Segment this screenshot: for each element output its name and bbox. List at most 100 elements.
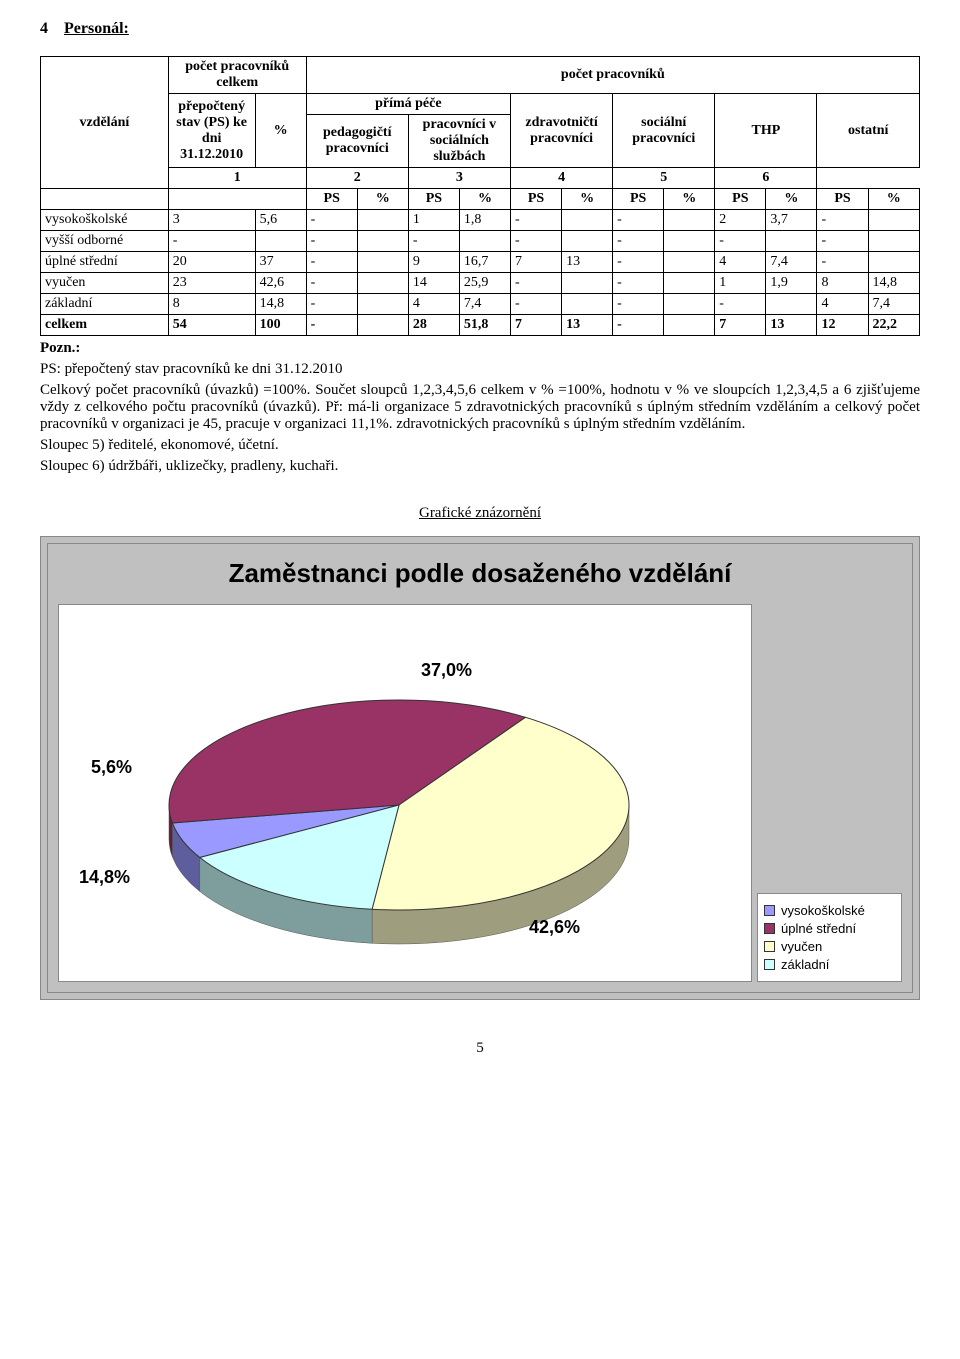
table-cell: 13 bbox=[562, 315, 613, 336]
table-cell: 7 bbox=[510, 252, 561, 273]
hdr-pc-4: % bbox=[664, 189, 715, 210]
table-cell: 16,7 bbox=[459, 252, 510, 273]
table-cell bbox=[357, 210, 408, 231]
legend-label: základní bbox=[781, 957, 829, 972]
hdr-num-4: 4 bbox=[510, 168, 612, 189]
table-cell bbox=[766, 294, 817, 315]
personnel-table: vzdělání počet pracovníků celkem počet p… bbox=[40, 56, 920, 336]
legend-swatch bbox=[764, 941, 775, 952]
table-cell: 25,9 bbox=[459, 273, 510, 294]
table-cell: - bbox=[715, 231, 766, 252]
table-cell: 100 bbox=[255, 315, 306, 336]
hdr-pc-1: % bbox=[357, 189, 408, 210]
table-cell: 2 bbox=[715, 210, 766, 231]
chart-frame: Zaměstnanci podle dosaženého vzdělání 5,… bbox=[40, 536, 920, 1000]
table-cell: 28 bbox=[408, 315, 459, 336]
hdr-pocet-prac: počet pracovníků bbox=[306, 57, 919, 94]
notes-line-4: Sloupec 6) údržbáři, uklizečky, pradleny… bbox=[40, 458, 920, 475]
pie-chart bbox=[59, 605, 751, 981]
table-cell bbox=[868, 210, 919, 231]
legend-item: vysokoškolské bbox=[764, 903, 895, 918]
hdr-pc-2: % bbox=[459, 189, 510, 210]
table-cell: 7,4 bbox=[459, 294, 510, 315]
table-cell: - bbox=[817, 210, 868, 231]
table-cell: 7,4 bbox=[766, 252, 817, 273]
legend-label: vyučen bbox=[781, 939, 822, 954]
table-cell: - bbox=[306, 315, 357, 336]
table-cell: - bbox=[715, 294, 766, 315]
table-cell: 4 bbox=[817, 294, 868, 315]
table-cell: - bbox=[613, 273, 664, 294]
table-cell: - bbox=[408, 231, 459, 252]
table-cell: - bbox=[306, 273, 357, 294]
table-cell: 20 bbox=[168, 252, 255, 273]
table-cell bbox=[562, 294, 613, 315]
hdr-pct: % bbox=[255, 94, 306, 168]
notes-heading: Pozn.: bbox=[40, 340, 920, 357]
table-cell: 37 bbox=[255, 252, 306, 273]
hdr-prepocteny: přepočtený stav (PS) ke dni 31.12.2010 bbox=[168, 94, 255, 168]
hdr-pc-3: % bbox=[562, 189, 613, 210]
chart-heading: Grafické znázornění bbox=[40, 505, 920, 522]
hdr-ps-5: PS bbox=[715, 189, 766, 210]
table-cell: 9 bbox=[408, 252, 459, 273]
table-cell: - bbox=[306, 252, 357, 273]
table-cell bbox=[766, 231, 817, 252]
chart-panel: Zaměstnanci podle dosaženého vzdělání 5,… bbox=[47, 543, 913, 993]
hdr-socialni: sociální pracovníci bbox=[613, 94, 715, 168]
table-cell: 14,8 bbox=[868, 273, 919, 294]
table-cell: - bbox=[817, 252, 868, 273]
table-cell bbox=[664, 273, 715, 294]
table-cell: 1,8 bbox=[459, 210, 510, 231]
table-cell: 8 bbox=[168, 294, 255, 315]
table-cell bbox=[255, 231, 306, 252]
table-cell bbox=[664, 315, 715, 336]
table-cell: - bbox=[613, 231, 664, 252]
table-cell: - bbox=[613, 252, 664, 273]
table-cell: 4 bbox=[408, 294, 459, 315]
legend-swatch bbox=[764, 923, 775, 934]
table-cell bbox=[664, 294, 715, 315]
section-heading: 4 Personál: bbox=[40, 20, 920, 38]
table-cell: - bbox=[306, 294, 357, 315]
hdr-vzdelani: vzdělání bbox=[41, 57, 169, 189]
hdr-pc-5: % bbox=[766, 189, 817, 210]
table-row: vyšší odborné------- bbox=[41, 231, 920, 252]
table-cell: základní bbox=[41, 294, 169, 315]
hdr-num-6: 6 bbox=[715, 168, 817, 189]
table-cell: - bbox=[817, 231, 868, 252]
legend-item: vyučen bbox=[764, 939, 895, 954]
section-number: 4 bbox=[40, 20, 48, 37]
hdr-prima-pece: přímá péče bbox=[306, 94, 510, 115]
table-cell bbox=[357, 252, 408, 273]
table-cell: 1 bbox=[408, 210, 459, 231]
table-cell bbox=[868, 231, 919, 252]
table-cell: 12 bbox=[817, 315, 868, 336]
hdr-num-5: 5 bbox=[613, 168, 715, 189]
table-cell: 22,2 bbox=[868, 315, 919, 336]
table-cell: 1 bbox=[715, 273, 766, 294]
table-cell: - bbox=[510, 294, 561, 315]
hdr-pocet-celkem: počet pracovníků celkem bbox=[168, 57, 306, 94]
table-cell: 42,6 bbox=[255, 273, 306, 294]
hdr-socsluzby: pracovníci v sociálních službách bbox=[408, 115, 510, 168]
table-cell bbox=[562, 273, 613, 294]
section-title: Personál: bbox=[64, 20, 129, 37]
table-row: vyučen2342,6-1425,9--11,9814,8 bbox=[41, 273, 920, 294]
table-cell: 4 bbox=[715, 252, 766, 273]
pie-data-label: 14,8% bbox=[79, 867, 130, 888]
hdr-zdrav: zdravotničtí pracovníci bbox=[510, 94, 612, 168]
table-cell: - bbox=[613, 210, 664, 231]
hdr-pedagog: pedagogičtí pracovníci bbox=[306, 115, 408, 168]
chart-legend: vysokoškolskéúplné střednívyučenzákladní bbox=[757, 893, 902, 982]
table-cell: vysokoškolské bbox=[41, 210, 169, 231]
table-cell: 3 bbox=[168, 210, 255, 231]
notes-line-3: Sloupec 5) ředitelé, ekonomové, účetní. bbox=[40, 437, 920, 454]
table-row: vysokoškolské35,6-11,8--23,7- bbox=[41, 210, 920, 231]
table-cell bbox=[664, 252, 715, 273]
legend-swatch bbox=[764, 959, 775, 970]
plot-area: 5,6%37,0%42,6%14,8% bbox=[58, 604, 752, 982]
table-row: základní814,8-47,4---47,4 bbox=[41, 294, 920, 315]
table-cell bbox=[868, 252, 919, 273]
table-cell: 1,9 bbox=[766, 273, 817, 294]
